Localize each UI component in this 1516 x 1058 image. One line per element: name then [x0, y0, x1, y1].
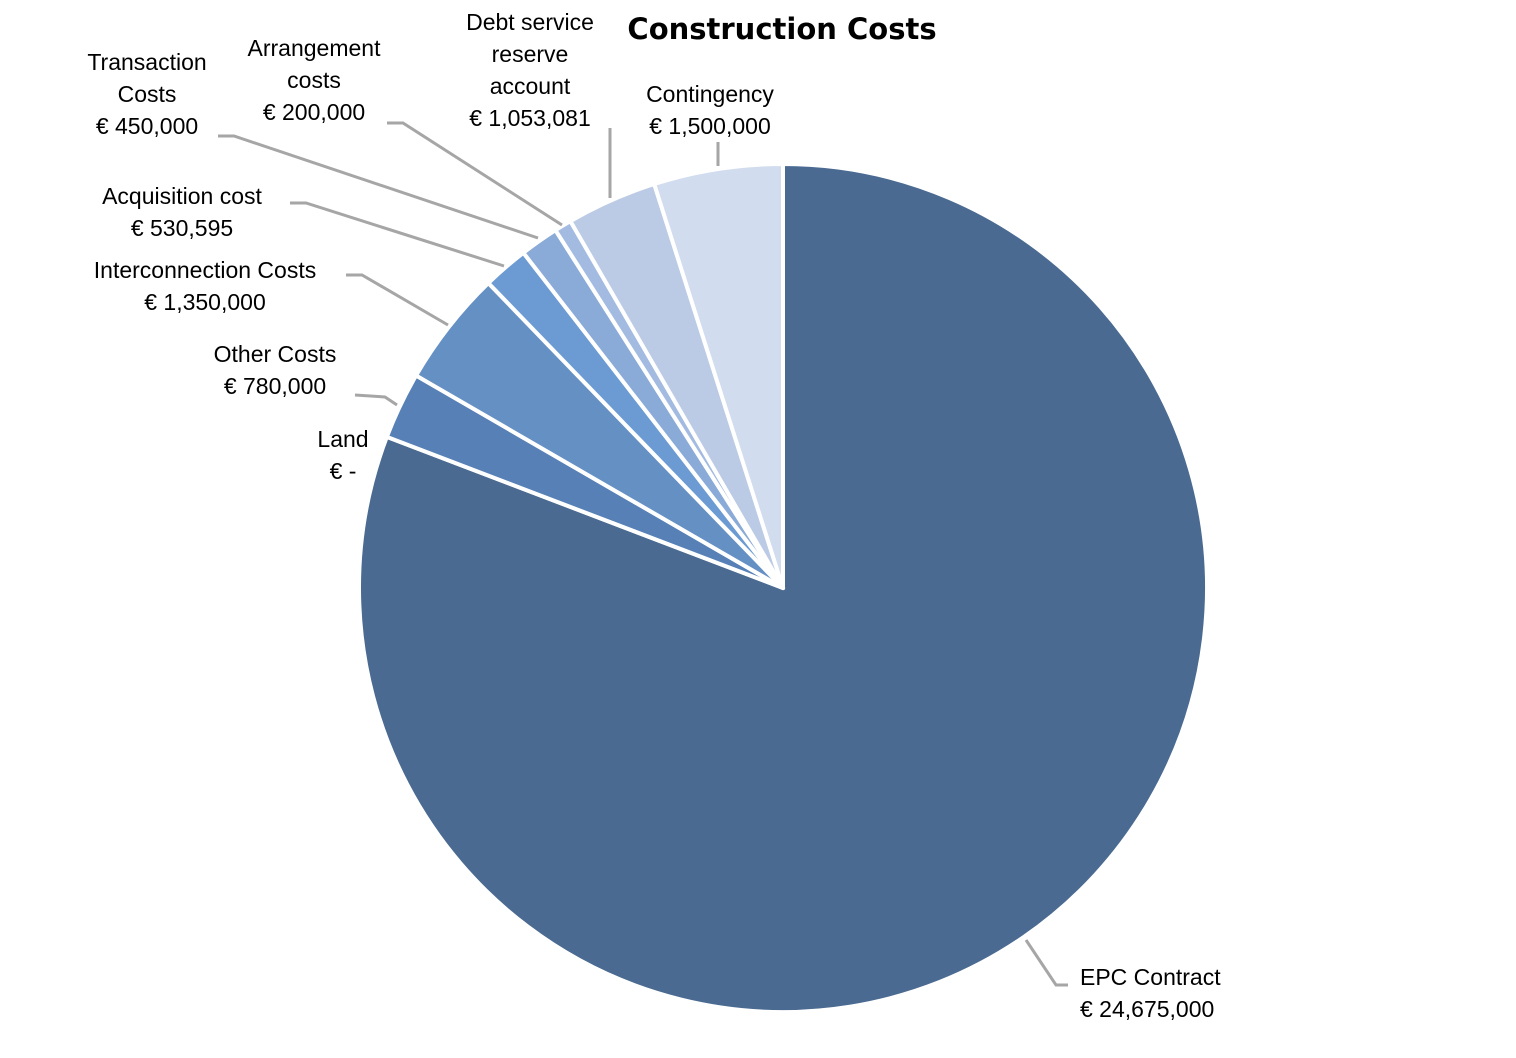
data-label-contingency: Contingency € 1,500,000: [646, 81, 774, 139]
data-label-arrangement-costs: Arrangement costs € 200,000: [248, 35, 382, 125]
leader-line-other-costs: [354, 393, 398, 407]
leader-line-arrangement-costs: [387, 121, 563, 227]
data-label-interconnection-costs: Interconnection Costs € 1,350,000: [94, 257, 316, 315]
data-label-land: Land € -: [317, 426, 368, 484]
data-label-acquisition-cost: Acquisition cost € 530,595: [102, 183, 262, 241]
leader-line-interconnection-costs: [346, 273, 449, 327]
leader-line-transaction-costs: [218, 134, 539, 240]
leader-line-epc-contract: [1024, 939, 1068, 987]
leader-line-acquisition-cost: [290, 201, 505, 268]
data-label-transaction-costs: Transaction Costs € 450,000: [87, 49, 206, 139]
data-label-other-costs: Other Costs € 780,000: [214, 341, 337, 399]
pie-slice-contingency: [652, 162, 785, 590]
slices-layer: [357, 162, 1210, 1014]
data-label-debt-service-reserve-account: Debt service reserve account € 1,053,081: [466, 9, 594, 131]
leader-lines-layer: [218, 121, 1068, 987]
labels-layer: EPC Contract € 24,675,000 Land € - Other Cos…: [87, 9, 1221, 1022]
chart-title: Construction Costs: [627, 12, 936, 46]
data-label-epc-contract: EPC Contract € 24,675,000: [1080, 964, 1221, 1022]
